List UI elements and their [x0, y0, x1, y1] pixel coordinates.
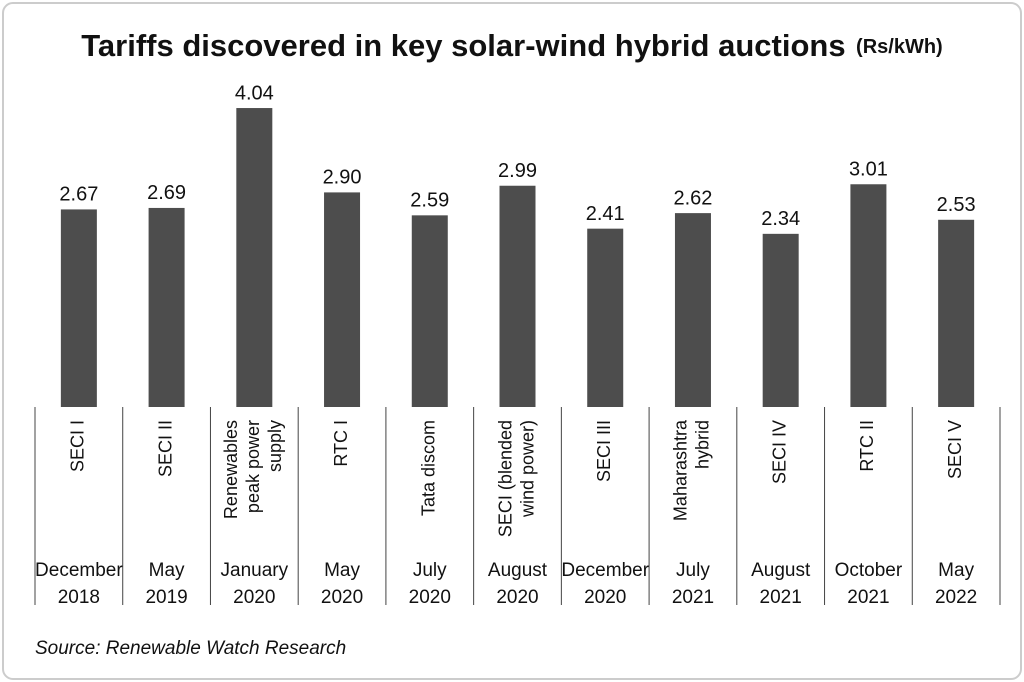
- date-label: July: [676, 560, 710, 581]
- category-label: wind power): [517, 420, 537, 518]
- category-label: Renewables: [221, 420, 241, 519]
- date-label: 2021: [760, 587, 802, 608]
- value-label: 3.01: [849, 159, 888, 181]
- category-label: SECI I: [68, 420, 88, 472]
- category-label: SECI V: [945, 420, 965, 479]
- date-label: 2021: [847, 587, 889, 608]
- chart-title: Tariffs discovered in key solar-wind hyb…: [81, 28, 845, 63]
- bar: [938, 219, 975, 407]
- chart-subtitle: (Rs/kWh): [856, 36, 943, 58]
- value-label: 2.90: [323, 167, 362, 189]
- date-label: 2020: [321, 587, 363, 608]
- category-label: hybrid: [693, 420, 713, 469]
- date-label: October: [835, 560, 903, 581]
- bar: [674, 213, 711, 407]
- date-label: 2021: [672, 587, 714, 608]
- value-label: 2.34: [761, 208, 800, 230]
- date-label: 2020: [584, 587, 626, 608]
- date-label: 2020: [233, 587, 275, 608]
- date-label: May: [938, 560, 974, 581]
- date-label: December: [35, 560, 123, 581]
- bar: [499, 185, 536, 407]
- date-label: May: [324, 560, 360, 581]
- date-label: 2020: [409, 587, 451, 608]
- value-label: 2.59: [410, 190, 449, 212]
- date-label: August: [488, 560, 548, 581]
- value-label: 2.41: [586, 203, 625, 225]
- date-label: May: [149, 560, 185, 581]
- date-label: 2022: [935, 587, 977, 608]
- value-label: 2.67: [59, 184, 98, 206]
- date-label: January: [221, 560, 289, 581]
- bar: [60, 209, 97, 407]
- category-label: Maharashtra: [671, 419, 691, 521]
- category-label: SECI (blended: [495, 420, 515, 537]
- date-label: 2019: [145, 587, 187, 608]
- bar: [148, 207, 185, 407]
- category-label: SECI III: [594, 420, 614, 482]
- date-label: December: [561, 560, 649, 581]
- category-label: SECI IV: [769, 420, 789, 484]
- date-label: 2020: [496, 587, 538, 608]
- date-label: 2018: [58, 587, 100, 608]
- bar: [236, 108, 273, 407]
- value-label: 2.62: [673, 187, 712, 209]
- chart-title-group: Tariffs discovered in key solar-wind hyb…: [81, 28, 942, 63]
- bar: [850, 184, 887, 407]
- source: Source: Renewable Watch Research: [35, 638, 346, 659]
- value-label: 4.04: [235, 82, 274, 104]
- value-label: 2.53: [937, 194, 976, 216]
- bar: [762, 233, 799, 407]
- bar: [324, 192, 361, 407]
- category-label: RTC I: [331, 420, 351, 467]
- category-label: SECI II: [155, 420, 175, 477]
- date-label: August: [751, 560, 811, 581]
- category-label: RTC II: [857, 420, 877, 472]
- value-label: 2.99: [498, 160, 537, 182]
- category-label: peak power: [243, 420, 263, 513]
- bar: [587, 228, 624, 407]
- category-label: supply: [265, 420, 285, 472]
- date-label: July: [413, 560, 447, 581]
- value-label: 2.69: [147, 182, 186, 204]
- bar: [411, 215, 448, 407]
- category-label: Tata discom: [419, 420, 439, 516]
